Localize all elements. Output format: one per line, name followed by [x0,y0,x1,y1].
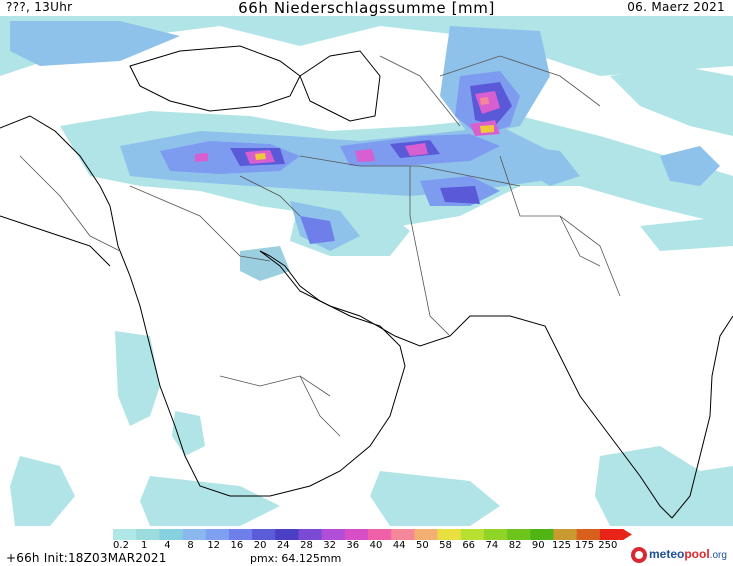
country-borders [19,55,621,437]
colorbar-segment [252,529,276,540]
colorbar-segment [483,529,508,540]
colorbar-segment [507,529,531,540]
colorbar-segment [113,529,137,540]
page-title: 66h Niederschlagssumme [mm] [238,0,495,17]
colorbar-segment [368,529,392,540]
colorbar-segment [228,529,253,540]
colorbar-segment [530,529,555,540]
map-background [0,16,733,526]
precipitation-field [0,16,733,526]
colorbar-segment [298,529,323,540]
colorbar-tick: 82 [508,540,522,551]
colorbar-tick: 12 [207,540,221,551]
colorbar-segment [553,529,578,540]
colorbar-segment [460,529,485,540]
colorbar-tick: 32 [323,540,336,551]
meteopool-logo-icon [631,547,647,563]
colorbar-segment [576,529,601,540]
colorbar-segment [205,529,230,540]
colorbar-segment [391,529,415,540]
colorbar-tick: 74 [485,540,499,551]
colorbar-tick: 4 [164,540,171,551]
colorbar [113,529,632,540]
forecast-date: 06. Maerz 2021 [627,0,725,14]
colorbar-tick: 0.2 [113,540,129,551]
colorbar-segment [321,529,346,540]
colorbar-segment [599,529,624,540]
max-precip-label: pmx: 64.125mm [250,552,342,565]
colorbar-segment [414,529,439,540]
colorbar-tick: 50 [416,540,429,551]
colorbar-tick: 90 [531,540,545,551]
colorbar-segment [344,529,369,540]
colorbar-segment [159,529,184,540]
colorbar-tick: 36 [346,540,360,551]
colorbar-segment [136,529,160,540]
colorbar-tick: 66 [462,540,476,551]
colorbar-tick: 44 [392,540,406,551]
colorbar-tick: 125 [551,540,572,551]
init-time-label: +66h Init:18Z03MAR2021 [6,551,167,565]
footer: 0.2 1 4 8 12 16 20 24 28 32 36 40 44 50 … [0,526,733,566]
colorbar-tick: 24 [276,540,290,551]
colorbar-arrow [623,529,632,540]
precipitation-map [0,16,733,526]
coastlines [0,45,733,519]
logo-text: meteopool.org [649,547,727,561]
colorbar-tick: 175 [575,540,595,551]
colorbar-tick: 1 [141,540,148,551]
colorbar-tick: 40 [369,540,383,551]
colorbar-tick: 16 [230,540,244,551]
colorbar-tick-labels: 0.2 1 4 8 12 16 20 24 28 32 36 40 44 50 … [0,540,733,552]
colorbar-tick: 250 [598,540,618,551]
forecast-time-label: ???, 13Uhr [6,0,73,14]
colorbar-segment [437,529,462,540]
colorbar-segment [275,529,300,540]
colorbar-segment [182,529,207,540]
colorbar-tick: 28 [300,540,313,551]
colorbar-tick: 58 [439,540,452,551]
colorbar-tick: 8 [187,540,194,551]
meteopool-logo[interactable]: meteopool.org [631,546,733,564]
colorbar-tick: 20 [253,540,267,551]
